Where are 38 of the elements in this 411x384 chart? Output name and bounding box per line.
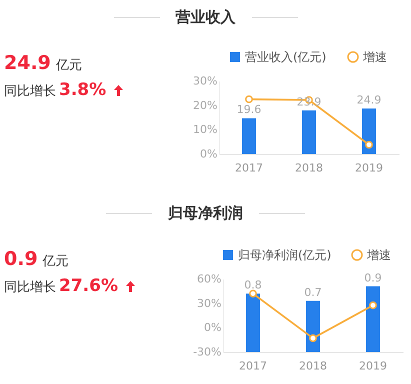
x-tick-label: 2018 [295, 162, 323, 174]
text: 24.9 [4, 52, 51, 74]
y-tick-label: 10% [193, 123, 218, 136]
text: 归母净利润 [168, 204, 243, 223]
y-tick-label: -30% [193, 346, 222, 358]
text: 同比增长 [4, 84, 56, 99]
legend-label: 增速 [366, 248, 391, 262]
text: 营业收入 [176, 8, 236, 27]
y-tick-label: 0% [204, 321, 222, 334]
data-label: 0.7 [304, 286, 322, 299]
text: 3.8% [59, 80, 106, 100]
data-label: 0.9 [364, 271, 382, 284]
y-tick-label: 60% [197, 272, 222, 286]
data-label: 24.9 [356, 94, 382, 107]
point [309, 334, 317, 342]
x-tick-label: 2019 [359, 360, 387, 372]
legend-label: 归母净利润(亿元) [238, 248, 332, 262]
legend-label: 增速 [362, 50, 387, 64]
x-tick-label: 2018 [299, 360, 327, 372]
data-label: 0.8 [244, 278, 262, 292]
data-label: 19.6 [236, 103, 262, 116]
y-tick-label: 0% [200, 148, 218, 160]
point [249, 290, 257, 298]
x-tick-label: 2017 [239, 360, 267, 372]
text: 27.6% [59, 276, 118, 296]
text: 0.9 [4, 248, 38, 270]
point [245, 95, 253, 104]
point [365, 140, 373, 149]
legend-label: 营业收入(亿元) [245, 50, 326, 64]
x-tick-label: 2017 [235, 162, 263, 174]
y-tick-label: 30% [197, 296, 222, 310]
text: 亿元 [56, 58, 82, 73]
y-tick-label: 20% [193, 98, 218, 112]
text: 同比增长 [4, 280, 56, 295]
y-tick-label: 30% [193, 74, 218, 88]
point [369, 301, 377, 310]
text: 亿元 [42, 254, 69, 269]
x-tick-label: 2019 [355, 162, 383, 174]
